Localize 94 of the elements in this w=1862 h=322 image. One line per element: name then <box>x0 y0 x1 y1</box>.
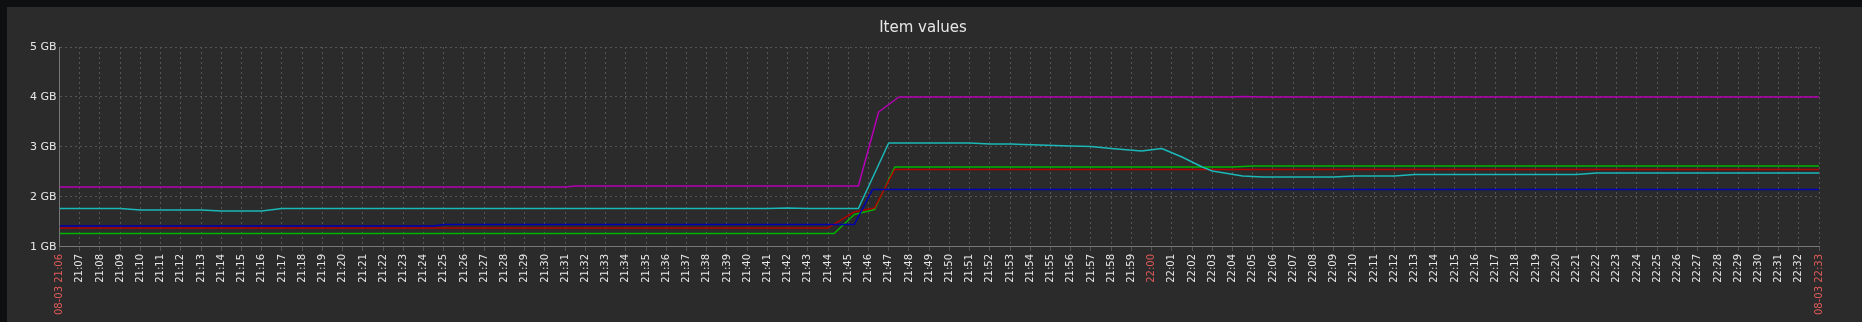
x-tick-label: 21:50 <box>942 253 954 283</box>
x-tick-label: 21:44 <box>821 253 833 283</box>
x-tick-label: 21:27 <box>477 253 489 283</box>
x-tick-label: 21:46 <box>862 253 874 283</box>
x-tick-label: 22:18 <box>1509 253 1521 283</box>
x-tick-label: 22:20 <box>1549 253 1561 283</box>
x-tick-label: 21:53 <box>1003 253 1015 283</box>
x-tick-label: 21:54 <box>1023 253 1035 283</box>
x-tick-label: 22:00 <box>1145 253 1157 283</box>
x-tick-label: 21:16 <box>255 253 267 283</box>
x-tick-label: 21:22 <box>376 253 388 283</box>
x-tick-label: 22:24 <box>1630 253 1642 283</box>
x-tick-label: 21:43 <box>801 253 813 283</box>
x-tick-label: 21:58 <box>1104 253 1116 283</box>
y-tick-label: 5 GB <box>29 39 57 53</box>
x-tick-label: 22:08 <box>1306 253 1318 283</box>
x-tick-label: 21:57 <box>1084 253 1096 283</box>
x-tick-label: 21:20 <box>336 253 348 283</box>
x-tick-label: 22:21 <box>1569 253 1581 283</box>
x-tick-label: 22:23 <box>1610 253 1622 283</box>
x-tick-label: 21:17 <box>275 253 287 283</box>
x-tick-label: 21:24 <box>417 253 429 283</box>
x-tick-label: 21:15 <box>235 253 247 283</box>
x-tick-label: 21:32 <box>578 253 590 283</box>
x-tick-label: 22:19 <box>1529 253 1541 283</box>
x-tick-label: 21:59 <box>1124 253 1136 283</box>
x-tick-label: 22:27 <box>1691 253 1703 283</box>
x-tick-label: 21:55 <box>1044 253 1056 283</box>
x-tick-label: 21:42 <box>781 253 793 283</box>
x-tick-label: 21:28 <box>498 253 510 283</box>
x-tick-label: 21:26 <box>457 253 469 283</box>
x-tick-label: 22:06 <box>1266 253 1278 283</box>
x-tick-label: 21:51 <box>963 253 975 283</box>
x-tick-label: 21:38 <box>700 253 712 283</box>
x-tick-label: 22:02 <box>1185 253 1197 283</box>
x-tick-label: 22:17 <box>1488 253 1500 283</box>
x-tick-label: 22:14 <box>1428 253 1440 283</box>
x-tick-label: 21:21 <box>356 253 368 283</box>
x-tick-label: 22:30 <box>1751 253 1763 283</box>
x-tick-label: 22:25 <box>1650 253 1662 283</box>
y-tick-label: 2 GB <box>29 189 57 203</box>
x-tick-label: 22:07 <box>1286 253 1298 283</box>
x-tick-label: 21:34 <box>619 253 631 283</box>
x-tick-label: 21:18 <box>295 253 307 283</box>
x-tick-label: 21:49 <box>922 253 934 283</box>
x-tick-label: 08-03 22:33 <box>1812 253 1824 316</box>
x-tick-label: 22:11 <box>1367 253 1379 283</box>
x-tick-label: 21:10 <box>134 253 146 283</box>
x-tick-label: 21:13 <box>194 253 206 283</box>
x-tick-label: 22:01 <box>1165 253 1177 283</box>
x-tick-label: 21:36 <box>659 253 671 283</box>
x-tick-label: 22:15 <box>1448 253 1460 283</box>
x-tick-label: 21:39 <box>720 253 732 283</box>
x-tick-label: 21:11 <box>154 253 166 283</box>
x-tick-label: 21:19 <box>316 253 328 283</box>
x-tick-label: 21:07 <box>73 253 85 283</box>
x-tick-label: 21:40 <box>740 253 752 283</box>
x-tick-label: 22:22 <box>1590 253 1602 283</box>
x-tick-label: 08-03 21:06 <box>53 253 65 316</box>
x-tick-label: 21:52 <box>983 253 995 283</box>
x-tick-label: 22:03 <box>1205 253 1217 283</box>
x-tick-label: 21:48 <box>902 253 914 283</box>
x-tick-label: 21:56 <box>1064 253 1076 283</box>
x-tick-label: 22:26 <box>1670 253 1682 283</box>
x-tick-label: 22:05 <box>1246 253 1258 283</box>
y-tick-label: 1 GB <box>29 239 57 253</box>
x-tick-label: 21:33 <box>599 253 611 283</box>
x-tick-label: 21:08 <box>93 253 105 283</box>
y-tick-label: 3 GB <box>29 139 57 153</box>
chart-title: Item values <box>879 17 968 36</box>
x-tick-label: 21:31 <box>558 253 570 283</box>
x-tick-label: 21:35 <box>639 253 651 283</box>
x-tick-label: 22:10 <box>1347 253 1359 283</box>
x-tick-label: 21:47 <box>882 253 894 283</box>
x-tick-label: 22:12 <box>1387 253 1399 283</box>
x-tick-label: 21:14 <box>214 253 226 283</box>
x-tick-label: 21:37 <box>680 253 692 283</box>
x-tick-label: 21:30 <box>538 253 550 283</box>
x-tick-label: 21:41 <box>760 253 772 283</box>
x-tick-label: 22:28 <box>1711 253 1723 283</box>
x-tick-label: 21:29 <box>518 253 530 283</box>
x-tick-label: 22:32 <box>1792 253 1804 283</box>
y-tick-label: 4 GB <box>29 89 57 103</box>
x-tick-label: 22:04 <box>1226 253 1238 283</box>
x-tick-label: 22:16 <box>1468 253 1480 283</box>
x-tick-label: 21:09 <box>113 253 125 283</box>
x-tick-label: 22:09 <box>1327 253 1339 283</box>
x-tick-label: 21:23 <box>396 253 408 283</box>
x-tick-label: 22:13 <box>1408 253 1420 283</box>
x-tick-label: 22:29 <box>1731 253 1743 283</box>
x-tick-label: 21:12 <box>174 253 186 283</box>
x-tick-label: 21:25 <box>437 253 449 283</box>
x-tick-label: 22:31 <box>1772 253 1784 283</box>
x-tick-label: 21:45 <box>841 253 853 283</box>
